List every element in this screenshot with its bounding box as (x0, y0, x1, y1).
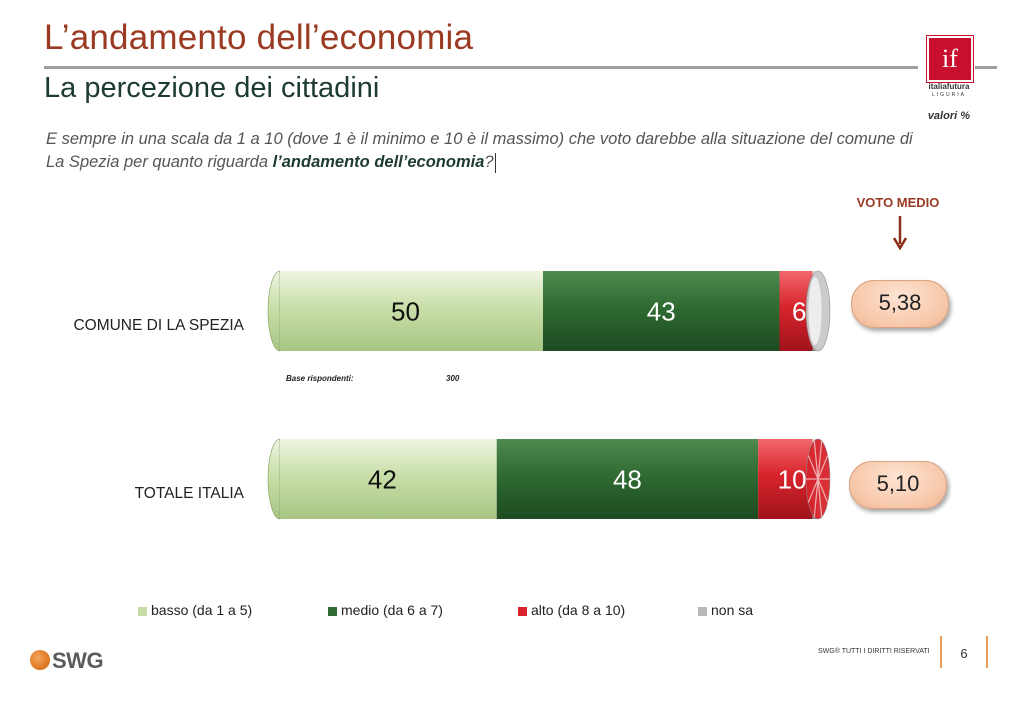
title-divider-end (975, 66, 997, 69)
logo-mark: if (926, 35, 974, 83)
italiafutura-logo: if italiafutura LIGURIA (924, 35, 974, 100)
footer-divider (986, 636, 988, 668)
logo-text: italiafutura (928, 82, 970, 91)
footer-divider (940, 636, 942, 668)
legend-label: medio (da 6 a 7) (341, 602, 443, 618)
down-arrow-icon (893, 216, 907, 250)
end-cap-stripe (817, 478, 829, 503)
end-cap-stripe (817, 455, 829, 480)
end-cap-stripe (813, 478, 819, 518)
data-label-alto-da-8-a-10: 10 (778, 464, 807, 494)
bar-left-cap (267, 438, 281, 520)
values-unit-note: valori % (927, 110, 970, 122)
legend-label: alto (da 8 a 10) (531, 602, 626, 618)
row-label-totale-italia: TOTALE ITALIA (134, 485, 244, 502)
question-end: ? (484, 153, 494, 171)
end-cap-stripe (807, 455, 819, 480)
page-number: 6 (960, 646, 968, 661)
end-cap-highlight (808, 277, 822, 345)
copyright-notice: SWG® TUTTI I DIRITTI RISERVATI (818, 648, 930, 655)
logo-subtext: LIGURIA (931, 92, 966, 98)
data-label-basso-da-1-a-5: 50 (391, 296, 420, 326)
base-value: 300 (446, 374, 460, 383)
question-emphasis: l’andamento dell’economia (272, 153, 485, 171)
legend-item-alto: alto (da 8 a 10) (518, 602, 625, 618)
swg-ball-icon (30, 650, 50, 670)
legend-swatch (518, 606, 527, 616)
legend-item-basso: basso (da 1 a 5) (138, 602, 252, 618)
end-cap-stripe (807, 478, 819, 503)
chart-legend: basso (da 1 a 5) medio (da 6 a 7) alto (… (138, 602, 838, 622)
bar-left-cap (267, 270, 281, 352)
end-cap-stripe (817, 440, 823, 480)
bar-segment-medio-da-6-a-7 (543, 271, 780, 351)
legend-swatch (698, 606, 707, 616)
page-title: L’andamento dell’economia (44, 18, 474, 57)
data-label-medio-da-6-a-7: 43 (647, 296, 676, 326)
bar-row-comune-di-la-spezia: 504361 (267, 270, 831, 352)
bar-segment-medio-da-6-a-7 (496, 439, 759, 519)
legend-item-non-sa: non sa (698, 602, 753, 618)
survey-question: E sempre in una scala da 1 a 10 (dove 1 … (46, 128, 926, 174)
bar-segment-basso-da-1-a-5 (280, 439, 497, 519)
data-label-medio-da-6-a-7: 48 (613, 464, 642, 494)
swg-logo: SWG (28, 645, 112, 675)
voto-medio-la-spezia: 5,38 (851, 280, 949, 328)
bar-segment-basso-da-1-a-5 (280, 271, 543, 351)
end-cap-stripe (813, 440, 819, 480)
page-subtitle: La percezione dei cittadini (44, 72, 380, 104)
voto-medio-header: VOTO MEDIO (856, 195, 940, 210)
bar-segment-alto-da-8-a-10 (758, 439, 813, 519)
legend-label: basso (da 1 a 5) (151, 602, 253, 618)
legend-swatch (328, 606, 337, 616)
legend-label: non sa (711, 602, 754, 618)
data-label-alto-da-8-a-10: 6 (792, 296, 806, 326)
end-cap-stripe (817, 478, 823, 518)
data-label-basso-da-1-a-5: 42 (368, 464, 397, 494)
legend-swatch (138, 606, 147, 616)
title-divider (44, 66, 918, 69)
base-label: Base rispondenti: (286, 374, 354, 383)
text-cursor (494, 152, 496, 173)
swg-brand-text: SWG (52, 648, 104, 673)
bar-row-totale-italia: 4248101 (267, 438, 831, 520)
voto-medio-totale-italia: 5,10 (849, 461, 947, 509)
row-label-la-spezia: COMUNE DI LA SPEZIA (73, 317, 244, 334)
question-text: E sempre in una scala da 1 a 10 (dove 1 … (46, 130, 913, 171)
legend-item-medio: medio (da 6 a 7) (328, 602, 443, 618)
